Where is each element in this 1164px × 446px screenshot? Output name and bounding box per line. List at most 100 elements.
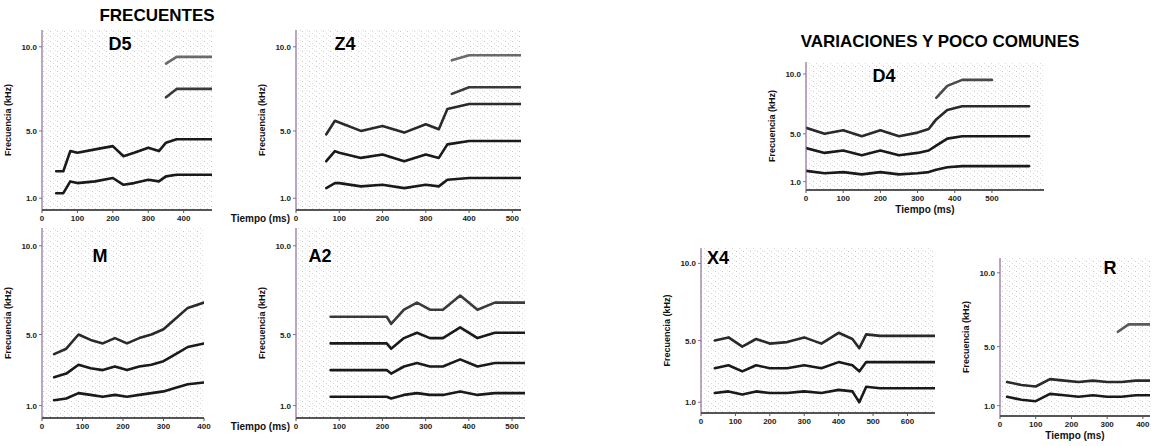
x-tick-label: 500 bbox=[985, 194, 999, 203]
panel: 1.05.010.00100200300400500600Frecuencia … bbox=[662, 248, 935, 426]
y-tick bbox=[39, 46, 42, 47]
harmonic-trace bbox=[806, 136, 1029, 155]
x-tick-label: 400 bbox=[462, 422, 476, 431]
x-tick bbox=[991, 190, 992, 193]
x-tick bbox=[806, 190, 807, 193]
harmonic-trace bbox=[1007, 394, 1150, 401]
harmonic-trace bbox=[715, 333, 935, 348]
y-axis-title: Frecuencia (kHz) bbox=[257, 287, 267, 359]
x-tick-label: 300 bbox=[419, 214, 433, 223]
x-tick bbox=[701, 413, 702, 416]
traces bbox=[326, 55, 521, 188]
harmonic-trace bbox=[936, 80, 992, 98]
y-tick-label: 5.0 bbox=[984, 343, 996, 352]
x-tick bbox=[296, 418, 297, 421]
y-tick-label: 1.0 bbox=[26, 402, 38, 411]
spectrogram-background bbox=[806, 62, 1044, 190]
x-tick bbox=[339, 210, 340, 213]
x-tick-label: 300 bbox=[911, 194, 925, 203]
x-tick-label: 100 bbox=[837, 194, 851, 203]
panel: 1.05.010.00100200300400Frecuencia (kHz)T… bbox=[961, 258, 1150, 441]
y-tick bbox=[39, 130, 42, 131]
x-tick-label: 0 bbox=[40, 422, 45, 431]
x-tick bbox=[425, 418, 426, 421]
harmonic-trace bbox=[56, 175, 212, 194]
harmonic-trace bbox=[54, 343, 204, 377]
y-tick-label: 5.0 bbox=[790, 130, 802, 139]
x-tick bbox=[123, 418, 124, 421]
x-tick bbox=[163, 418, 164, 421]
x-tick bbox=[769, 413, 770, 416]
y-axis bbox=[295, 228, 296, 418]
spectrogram-background bbox=[42, 30, 212, 210]
y-tick-label: 10.0 bbox=[979, 269, 995, 278]
y-axis bbox=[295, 30, 296, 210]
x-tick bbox=[183, 210, 184, 213]
x-tick bbox=[148, 210, 149, 213]
x-tick-label: 0 bbox=[40, 214, 45, 223]
panel-title: D4 bbox=[872, 66, 895, 86]
y-tick bbox=[997, 346, 1000, 347]
y-tick-label: 1.0 bbox=[280, 402, 292, 411]
harmonic-trace bbox=[806, 106, 1029, 136]
x-tick bbox=[42, 418, 43, 421]
x-tick bbox=[1107, 416, 1108, 419]
traces bbox=[331, 296, 525, 399]
x-tick-label: 400 bbox=[832, 417, 846, 426]
y-tick bbox=[39, 405, 42, 406]
harmonic-trace bbox=[166, 89, 212, 97]
x-tick-label: 600 bbox=[901, 417, 915, 426]
y-tick bbox=[293, 130, 296, 131]
harmonic-trace bbox=[54, 383, 204, 401]
section-heading: VARIACIONES Y POCO COMUNES bbox=[801, 32, 1080, 51]
spectrogram-background bbox=[701, 248, 935, 413]
traces bbox=[715, 333, 935, 402]
x-tick bbox=[204, 418, 205, 421]
harmonic-trace bbox=[715, 387, 935, 402]
x-tick-label: 300 bbox=[142, 214, 156, 223]
section-heading: FRECUENTES bbox=[99, 6, 214, 25]
y-tick-label: 10.0 bbox=[275, 43, 291, 52]
x-tick-label: 0 bbox=[699, 417, 704, 426]
harmonic-trace bbox=[715, 362, 935, 371]
x-tick-label: 200 bbox=[376, 422, 390, 431]
x-tick bbox=[873, 413, 874, 416]
harmonic-trace bbox=[806, 166, 1029, 174]
x-tick-label: 300 bbox=[157, 422, 171, 431]
x-tick bbox=[880, 190, 881, 193]
x-tick bbox=[512, 418, 513, 421]
x-tick-label: 0 bbox=[804, 194, 809, 203]
x-tick bbox=[77, 210, 78, 213]
y-axis-title: Frecuencia (kHz) bbox=[662, 294, 672, 366]
y-tick-label: 1.0 bbox=[280, 194, 292, 203]
x-tick-label: 0 bbox=[998, 420, 1003, 429]
y-axis-title: Frecuencia (kHz) bbox=[3, 287, 13, 359]
x-tick bbox=[954, 190, 955, 193]
x-axis-title: Tiempo (ms) bbox=[1045, 430, 1104, 441]
harmonic-trace bbox=[331, 296, 525, 324]
x-tick-label: 300 bbox=[798, 417, 812, 426]
x-tick-label: 500 bbox=[866, 417, 880, 426]
traces bbox=[1007, 324, 1150, 401]
y-axis-title: Frecuencia (kHz) bbox=[3, 84, 13, 156]
y-axis bbox=[999, 258, 1000, 416]
x-tick bbox=[425, 210, 426, 213]
x-tick-label: 500 bbox=[505, 422, 519, 431]
y-tick-label: 1.0 bbox=[790, 178, 802, 187]
x-tick-label: 100 bbox=[333, 422, 347, 431]
x-tick bbox=[735, 413, 736, 416]
x-tick-label: 100 bbox=[1029, 420, 1043, 429]
y-axis bbox=[41, 228, 42, 418]
x-tick-label: 200 bbox=[376, 214, 390, 223]
x-tick-label: 0 bbox=[294, 422, 299, 431]
x-tick bbox=[838, 413, 839, 416]
x-tick bbox=[1035, 416, 1036, 419]
panel-title: D5 bbox=[108, 34, 131, 54]
x-tick bbox=[112, 210, 113, 213]
harmonic-trace bbox=[56, 139, 212, 171]
x-tick-label: 300 bbox=[1100, 420, 1114, 429]
harmonic-trace bbox=[326, 104, 521, 134]
panel: 1.05.010.00100200300400500Frecuencia (kH… bbox=[231, 228, 525, 432]
traces bbox=[56, 57, 212, 193]
y-tick bbox=[698, 263, 701, 264]
